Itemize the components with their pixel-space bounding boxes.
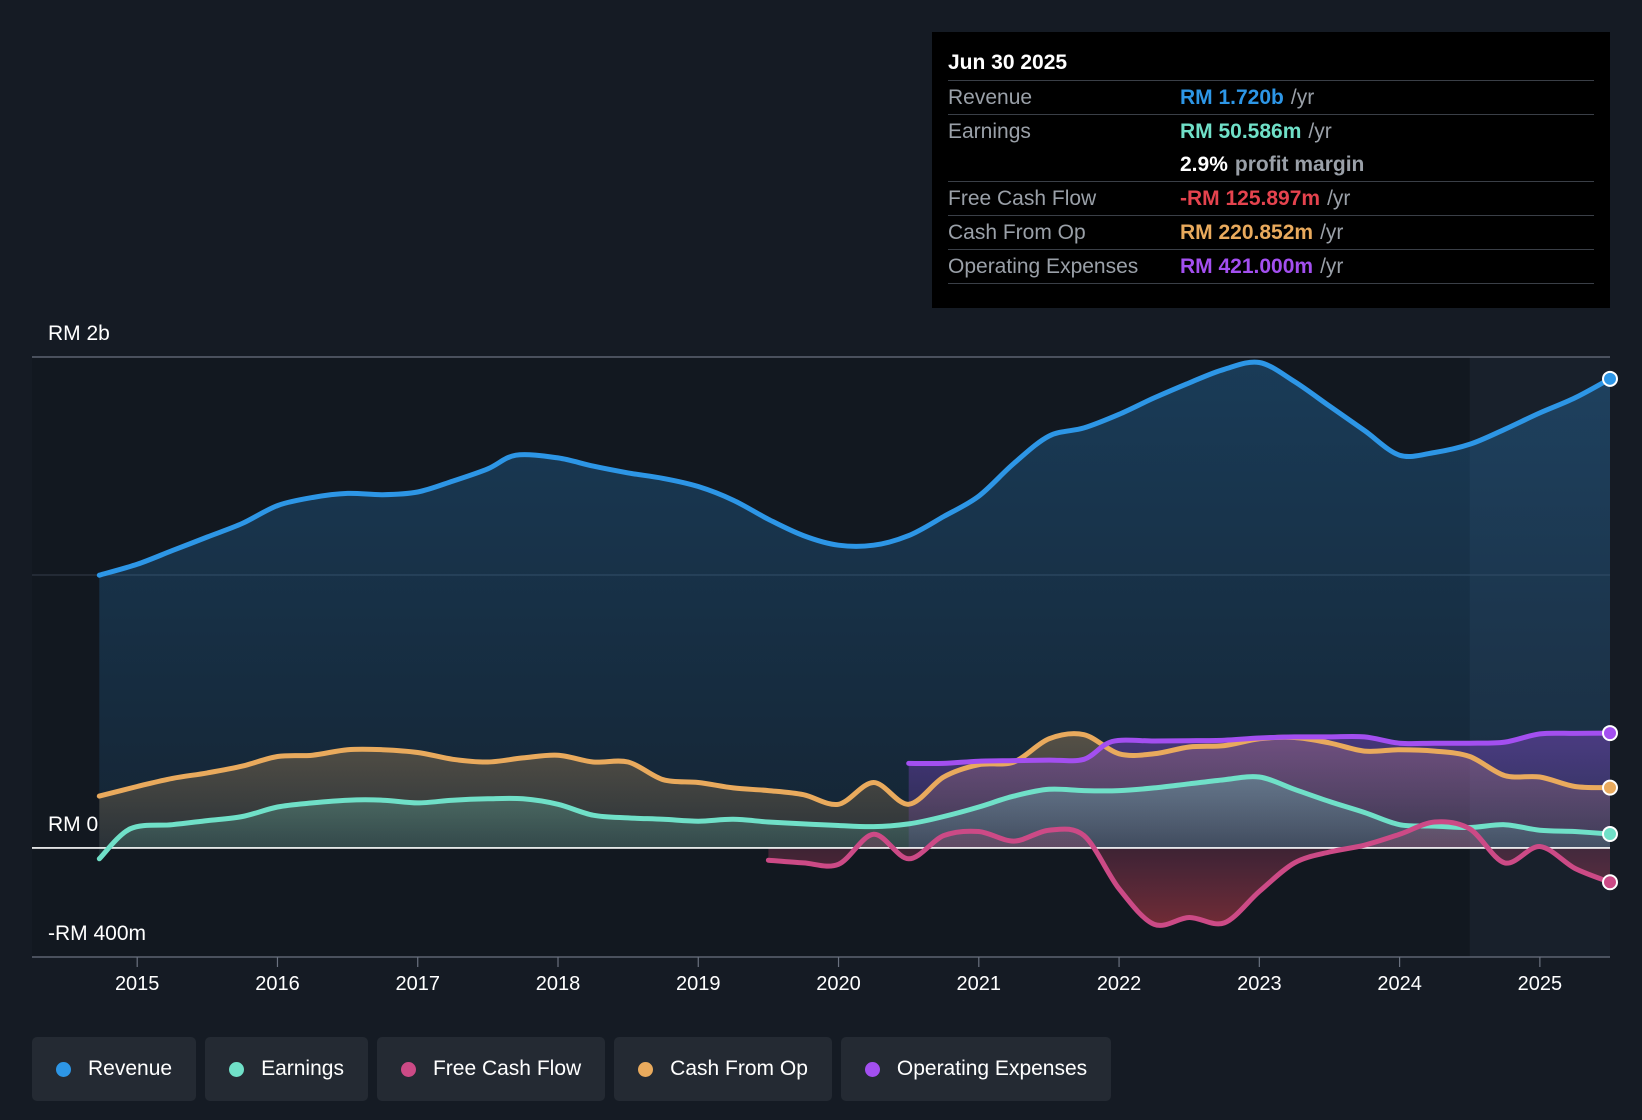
x-tick-label: 2017 bbox=[395, 973, 440, 995]
legend-dot-icon bbox=[229, 1061, 245, 1077]
tooltip-row-profit-margin: 2.9% profit margin bbox=[948, 148, 1594, 182]
legend-item-free-cash-flow[interactable]: Free Cash Flow bbox=[376, 1037, 606, 1101]
legend-item-earnings[interactable]: Earnings bbox=[205, 1037, 368, 1101]
end-markers bbox=[1602, 370, 1618, 891]
tooltip-value: RM 220.852m bbox=[1180, 221, 1314, 244]
tooltip-value: RM 50.586m bbox=[1180, 120, 1302, 143]
legend-label: Revenue bbox=[88, 1057, 173, 1080]
tooltip-row-revenue: Revenue RM 1.720b /yr bbox=[948, 81, 1594, 115]
earnings-end-marker bbox=[1602, 826, 1618, 842]
tooltip-row-operating-expenses: Operating Expenses RM 421.000m /yr bbox=[948, 250, 1594, 284]
legend-label: Operating Expenses bbox=[896, 1057, 1088, 1080]
legend-item-cash-from-op[interactable]: Cash From Op bbox=[614, 1037, 832, 1101]
tooltip-unit: profit margin bbox=[1234, 153, 1365, 176]
y-label-zero: RM 0 bbox=[48, 813, 98, 836]
legend-dot-icon bbox=[864, 1061, 880, 1077]
x-axis: 2015 2016 2017 2018 2019 2020 2021 2022 2023 2024… bbox=[115, 957, 1562, 995]
tooltip-label: Earnings bbox=[948, 120, 1031, 143]
y-label-top: RM 2b bbox=[48, 322, 110, 345]
tooltip-label: Operating Expenses bbox=[948, 255, 1139, 278]
x-tick-label: 2023 bbox=[1237, 973, 1282, 995]
earnings-area bbox=[99, 776, 1610, 859]
tooltip-unit: /yr bbox=[1320, 255, 1344, 278]
tooltip-date: Jun 30 2025 bbox=[948, 46, 1594, 81]
x-tick-label: 2019 bbox=[676, 973, 721, 995]
operating-expenses-line bbox=[906, 730, 1613, 767]
cash-from-op-line bbox=[96, 731, 1613, 808]
series-lines bbox=[96, 359, 1613, 928]
free-cash-flow-end-marker bbox=[1602, 874, 1618, 891]
tooltip-row-free-cash-flow: Free Cash Flow -RM 125.897m /yr bbox=[948, 182, 1594, 216]
legend-item-operating-expenses[interactable]: Operating Expenses bbox=[840, 1037, 1112, 1101]
free-cash-flow-line bbox=[765, 819, 1613, 928]
tooltip-value: 2.9% bbox=[1180, 153, 1228, 176]
legend-dot-icon bbox=[400, 1061, 416, 1077]
tooltip-value: RM 1.720b bbox=[1180, 86, 1284, 109]
x-tick-label: 2021 bbox=[957, 973, 1002, 995]
x-tick-label: 2018 bbox=[536, 973, 581, 995]
legend-label: Earnings bbox=[261, 1057, 344, 1080]
tooltip-value: RM 421.000m bbox=[1180, 255, 1314, 278]
tooltip-unit: /yr bbox=[1327, 187, 1351, 210]
revenue-end-marker bbox=[1602, 370, 1618, 387]
tooltip-unit: /yr bbox=[1308, 120, 1332, 143]
x-tick-label: 2025 bbox=[1518, 973, 1563, 995]
revenue-area bbox=[99, 362, 1610, 848]
x-tick-label: 2015 bbox=[115, 973, 160, 995]
legend-label: Cash From Op bbox=[670, 1057, 808, 1080]
y-label-bottom: -RM 400m bbox=[48, 922, 146, 945]
x-tick-label: 2020 bbox=[816, 973, 861, 995]
cash-from-op-end-marker bbox=[1602, 779, 1618, 796]
revenue-line bbox=[96, 359, 1613, 578]
x-tick-label: 2024 bbox=[1377, 973, 1422, 995]
x-tick-label: 2022 bbox=[1097, 973, 1142, 995]
x-tick-label: 2016 bbox=[255, 973, 300, 995]
tooltip-label: Revenue bbox=[948, 86, 1033, 109]
legend-dot-icon bbox=[638, 1061, 654, 1077]
tooltip-row-earnings: Earnings RM 50.586m /yr bbox=[948, 115, 1594, 148]
tooltip-row-cash-from-op: Cash From Op RM 220.852m /yr bbox=[948, 216, 1594, 250]
tooltip-panel: Jun 30 2025 Revenue RM 1.720b /yr Earnin… bbox=[932, 32, 1610, 308]
legend-label: Free Cash Flow bbox=[432, 1057, 582, 1080]
tooltip-label: Free Cash Flow bbox=[948, 187, 1097, 210]
legend: Revenue Earnings Free Cash Flow Cash Fro… bbox=[32, 1037, 1112, 1101]
tooltip-label bbox=[948, 148, 1180, 181]
tooltip-value: -RM 125.897m bbox=[1180, 187, 1321, 210]
legend-item-revenue[interactable]: Revenue bbox=[32, 1037, 197, 1101]
earnings-line bbox=[96, 774, 1613, 862]
operating-expenses-end-marker bbox=[1602, 725, 1618, 742]
tooltip-unit: /yr bbox=[1320, 221, 1344, 244]
legend-dot-icon bbox=[56, 1061, 71, 1077]
tooltip-label: Cash From Op bbox=[948, 221, 1086, 244]
tooltip-unit: /yr bbox=[1290, 86, 1315, 109]
